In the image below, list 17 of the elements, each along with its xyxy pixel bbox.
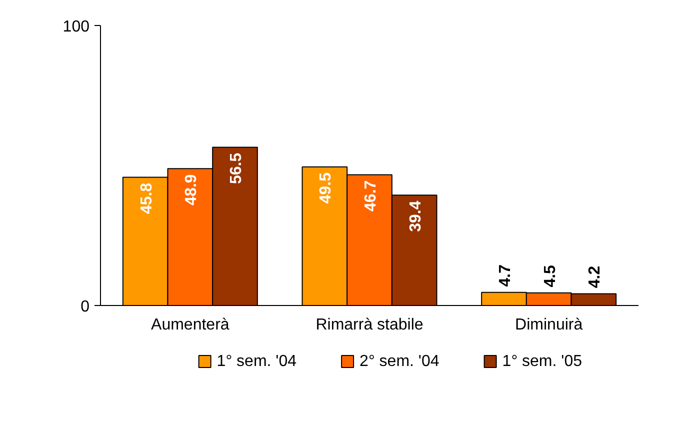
legend-label: 1° sem. '04 — [216, 353, 297, 370]
y-tick-label: 0 — [80, 298, 90, 316]
y-tick-label: 100 — [62, 18, 90, 36]
x-tick-label: Rimarrà stabile — [316, 316, 424, 334]
x-tick-label: Aumenterà — [151, 316, 230, 334]
x-tick-label: Diminuirà — [515, 316, 583, 334]
data-label: 46.7 — [362, 180, 380, 212]
data-label: 49.5 — [318, 172, 335, 204]
data-label: 56.5 — [228, 152, 245, 184]
data-label: 4.7 — [497, 264, 514, 287]
data-label: 39.4 — [407, 200, 424, 232]
legend-label: 1° sem. '05 — [502, 353, 582, 370]
data-label: 4.2 — [586, 266, 604, 288]
data-label: 48.9 — [183, 174, 200, 206]
legend-label: 2° sem. '04 — [360, 353, 440, 370]
data-label: 4.5 — [542, 264, 559, 288]
data-label: 45.8 — [138, 182, 156, 214]
